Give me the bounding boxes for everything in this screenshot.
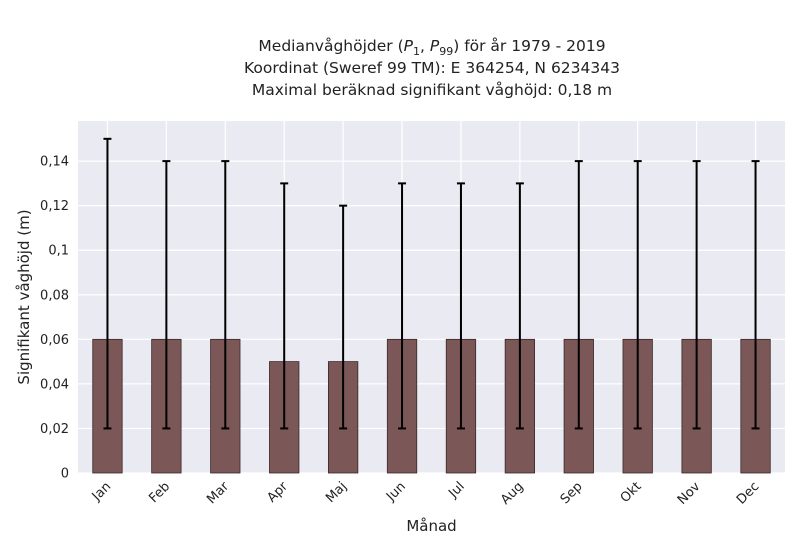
y-tick-label: 0,12 [40,199,69,214]
error-bar-nov [692,160,701,430]
x-axis-label: Månad [406,517,456,535]
error-bar-apr [280,182,289,430]
x-tick-label-aug: Aug [498,479,527,508]
y-tick-label: 0,06 [40,333,69,348]
error-bar-okt [633,160,642,430]
x-tick-label-nov: Nov [675,479,704,508]
error-bar-dec [751,160,760,430]
x-tick-label-jul: Jul [445,479,467,501]
x-tick-label-jun: Jun [383,479,409,505]
x-tick-label-maj: Maj [323,479,350,506]
error-bar-feb [162,160,171,430]
error-bars [103,137,760,430]
error-bar-jun [398,182,407,430]
x-tick-label-jan: Jan [89,479,114,504]
chart-title: Medianvåghöjder (P1, P99) för år 1979 - … [244,37,620,99]
y-tick-label: 0,08 [40,288,69,303]
x-tick-label-mar: Mar [204,479,232,507]
error-bar-sep [574,160,583,430]
y-tick-label: 0,14 [40,155,69,170]
plot-area [78,121,785,473]
title-line-3: Maximal beräknad signifikant våghöjd: 0,… [252,81,612,99]
x-axis-ticks: Jan Feb Mar Apr Maj Jun Jul Aug Sep Okt Nov Dec [89,479,763,508]
error-bar-aug [515,182,524,430]
x-tick-label-okt: Okt [618,479,645,506]
x-tick-label-sep: Sep [558,479,586,507]
y-tick-label: 0,04 [40,377,69,392]
y-tick-label: 0,1 [48,244,69,259]
y-axis-label: Signifikant våghöjd (m) [15,209,33,384]
title-line-2: Koordinat (Sweref 99 TM): E 364254, N 62… [244,59,620,77]
y-tick-label: 0 [61,467,69,482]
title-line-1: Medianvåghöjder (P1, P99) för år 1979 - … [258,37,605,58]
x-tick-label-feb: Feb [146,479,173,506]
error-bar-jul [456,182,465,430]
error-bar-maj [339,204,348,430]
error-bar-mar [221,160,230,430]
y-axis-ticks: 0 0,02 0,04 0,06 0,08 0,1 0,12 0,14 [40,155,69,482]
y-tick-label: 0,02 [40,422,69,437]
error-bar-jan [103,137,112,430]
x-tick-label-dec: Dec [734,479,762,507]
x-tick-label-apr: Apr [265,479,292,506]
